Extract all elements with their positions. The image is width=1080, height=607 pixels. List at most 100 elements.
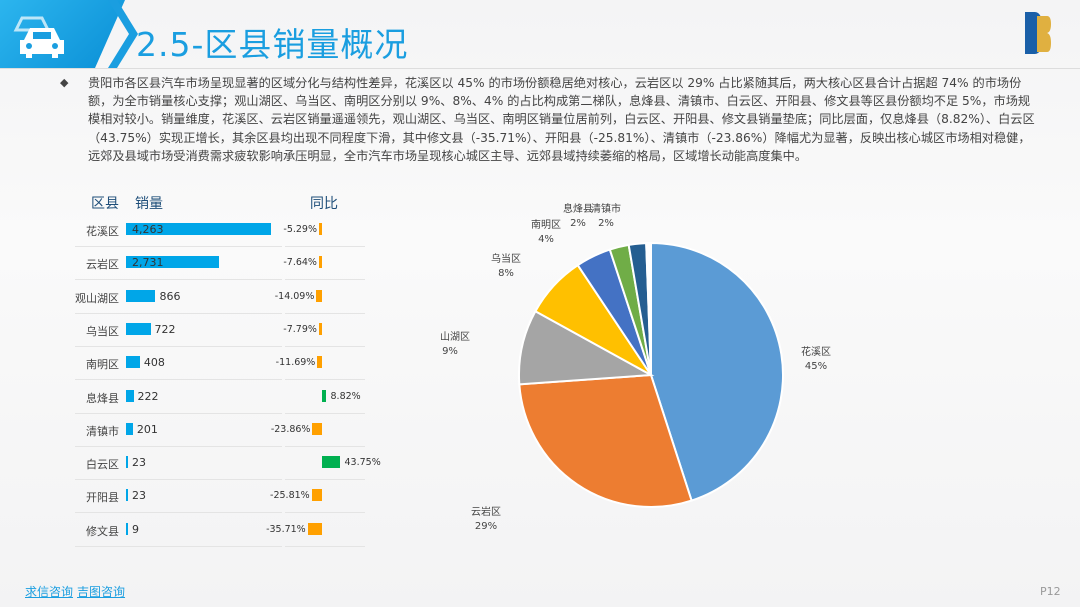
header-sales: 销量	[135, 196, 163, 212]
yoy-bar	[322, 456, 340, 469]
pie-category-label: 观山湖区	[440, 331, 470, 343]
district-name: 白云区	[86, 458, 119, 472]
pie-percent-label: 2%	[570, 218, 586, 229]
footer-link-jitu[interactable]: 吉图咨询	[77, 585, 126, 599]
yoy-bar	[316, 289, 322, 302]
table-row: 修文县 9 -35.71%	[75, 514, 365, 547]
row-divider	[75, 312, 282, 314]
district-name: 花溪区	[86, 225, 119, 238]
district-name: 清镇市	[86, 424, 119, 438]
header-divider	[0, 68, 1080, 69]
header-yoy: 同比	[310, 196, 338, 212]
yoy-bar	[318, 322, 322, 335]
table-row: 花溪区 4,263 -5.29%	[75, 214, 365, 247]
table-row: 开阳县 23 -25.81%	[75, 480, 365, 514]
table-row: 白云区 23 43.75%	[75, 447, 381, 481]
row-divider	[285, 279, 365, 281]
sales-bar	[126, 256, 219, 269]
yoy-label: -23.86%	[270, 423, 311, 435]
logo	[1025, 12, 1051, 54]
sales-value: 9	[132, 522, 139, 536]
district-name: 息烽县	[86, 391, 119, 405]
pie-chart: 花溪区 45% 云岩区 29% 观山湖区 9% 乌当区 8% 南明区 4% 息烽县 2% 清镇市 2%	[440, 202, 831, 530]
table-row: 乌当区 722 -7.79%	[75, 314, 365, 347]
table-row: 清镇市 201 -23.86%	[75, 414, 365, 447]
row-divider	[285, 479, 365, 481]
row-divider	[75, 379, 282, 381]
table-row: 云岩区 2,731 -7.64%	[75, 247, 365, 281]
yoy-label: -14.09%	[274, 290, 315, 302]
row-divider	[75, 345, 282, 347]
pie-slice-1	[650, 241, 784, 502]
footer-link-qiuxin[interactable]: 求信咨询	[25, 585, 74, 599]
pie-category-label: 花溪区	[801, 345, 831, 358]
header-district: 区县	[91, 196, 119, 212]
district-name: 乌当区	[86, 324, 119, 338]
row-divider	[75, 479, 282, 481]
pie-percent-label: 45%	[805, 361, 827, 372]
yoy-label: -7.64%	[283, 257, 317, 269]
pie-percent-label: 4%	[538, 234, 554, 245]
pie-category-label: 乌当区	[491, 252, 521, 265]
car-icon	[13, 16, 64, 58]
yoy-bar	[318, 256, 322, 269]
pie-percent-label: 29%	[475, 521, 497, 530]
sales-value: 4,263	[132, 223, 164, 236]
pie-slice-10	[649, 241, 652, 376]
district-name: 开阳县	[86, 491, 119, 505]
header: 2.5-区县销量概况	[0, 0, 1080, 70]
yoy-label: 43.75%	[344, 457, 381, 469]
pie-category-label: 南明区	[531, 218, 561, 231]
diamond-bullet-icon: ◆	[60, 76, 69, 89]
row-divider	[75, 512, 282, 514]
yoy-label: -7.79%	[283, 323, 317, 335]
yoy-label: -35.71%	[266, 523, 306, 535]
pie-percent-label: 2%	[598, 218, 614, 229]
row-divider	[75, 412, 282, 414]
pie-category-label: 息烽县	[563, 202, 593, 215]
table-row: 南明区 408 -11.69%	[75, 347, 365, 381]
sales-value: 2,731	[132, 256, 164, 270]
row-divider	[285, 312, 365, 314]
row-divider	[75, 279, 282, 281]
sales-bar	[126, 356, 140, 369]
row-divider	[285, 412, 365, 414]
summary-paragraph: ◆ 贵阳市各区县汽车市场呈现显著的区域分化与结构性差异，花溪区以 45% 的市场…	[60, 74, 1035, 165]
yoy-bar	[307, 522, 322, 535]
sales-value: 23	[132, 489, 146, 503]
row-divider	[75, 445, 282, 447]
sales-bar	[126, 489, 128, 502]
row-divider	[285, 445, 365, 447]
sales-bar	[126, 223, 271, 235]
row-divider	[75, 246, 282, 247]
yoy-bar	[322, 389, 326, 402]
yoy-bar	[312, 422, 322, 435]
page-title: 2.5-区县销量概况	[136, 25, 409, 64]
yoy-label: 8.82%	[330, 390, 361, 402]
table-row: 息烽县 222 8.82%	[75, 381, 365, 414]
sales-value: 408	[143, 356, 165, 370]
yoy-label: -5.29%	[283, 224, 317, 235]
row-divider	[285, 545, 365, 547]
sales-bar	[126, 322, 151, 335]
sales-value: 23	[132, 456, 146, 470]
row-divider	[285, 512, 365, 514]
row-divider	[285, 246, 365, 247]
footer-links: 求信咨询 吉图咨询	[25, 583, 129, 600]
row-divider	[285, 345, 365, 347]
sales-bar	[126, 289, 156, 302]
sales-bar	[126, 456, 128, 469]
pie-category-label: 云岩区	[471, 505, 501, 518]
yoy-bar	[317, 356, 322, 369]
district-name: 观山湖区	[75, 291, 119, 305]
header-banner	[0, 0, 125, 68]
summary-text: 贵阳市各区县汽车市场呈现显著的区域分化与结构性差异，花溪区以 45% 的市场份额…	[88, 76, 1035, 163]
sales-value: 866	[159, 289, 181, 303]
pie-slice-2	[518, 373, 693, 508]
sales-bar	[126, 422, 133, 435]
pie-category-label: 清镇市	[591, 202, 621, 215]
sales-value: 201	[136, 422, 158, 436]
row-divider	[285, 379, 365, 381]
yoy-bar	[311, 489, 322, 502]
district-name: 修文县	[86, 524, 119, 538]
